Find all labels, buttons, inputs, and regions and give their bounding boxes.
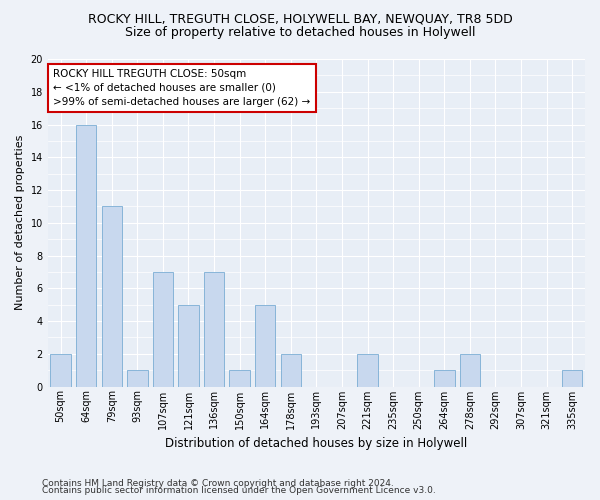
Bar xyxy=(127,370,148,386)
Bar xyxy=(152,272,173,386)
Bar xyxy=(255,304,275,386)
Text: Contains public sector information licensed under the Open Government Licence v3: Contains public sector information licen… xyxy=(42,486,436,495)
Bar xyxy=(281,354,301,386)
Text: ROCKY HILL, TREGUTH CLOSE, HOLYWELL BAY, NEWQUAY, TR8 5DD: ROCKY HILL, TREGUTH CLOSE, HOLYWELL BAY,… xyxy=(88,12,512,26)
Bar xyxy=(562,370,583,386)
Bar xyxy=(76,124,97,386)
Bar xyxy=(229,370,250,386)
Bar xyxy=(50,354,71,386)
Text: Contains HM Land Registry data © Crown copyright and database right 2024.: Contains HM Land Registry data © Crown c… xyxy=(42,478,394,488)
Bar xyxy=(204,272,224,386)
Text: Size of property relative to detached houses in Holywell: Size of property relative to detached ho… xyxy=(125,26,475,39)
Bar xyxy=(358,354,378,386)
X-axis label: Distribution of detached houses by size in Holywell: Distribution of detached houses by size … xyxy=(165,437,467,450)
Y-axis label: Number of detached properties: Number of detached properties xyxy=(15,135,25,310)
Bar xyxy=(178,304,199,386)
Bar xyxy=(460,354,480,386)
Bar xyxy=(101,206,122,386)
Bar xyxy=(434,370,455,386)
Text: ROCKY HILL TREGUTH CLOSE: 50sqm
← <1% of detached houses are smaller (0)
>99% of: ROCKY HILL TREGUTH CLOSE: 50sqm ← <1% of… xyxy=(53,69,310,107)
